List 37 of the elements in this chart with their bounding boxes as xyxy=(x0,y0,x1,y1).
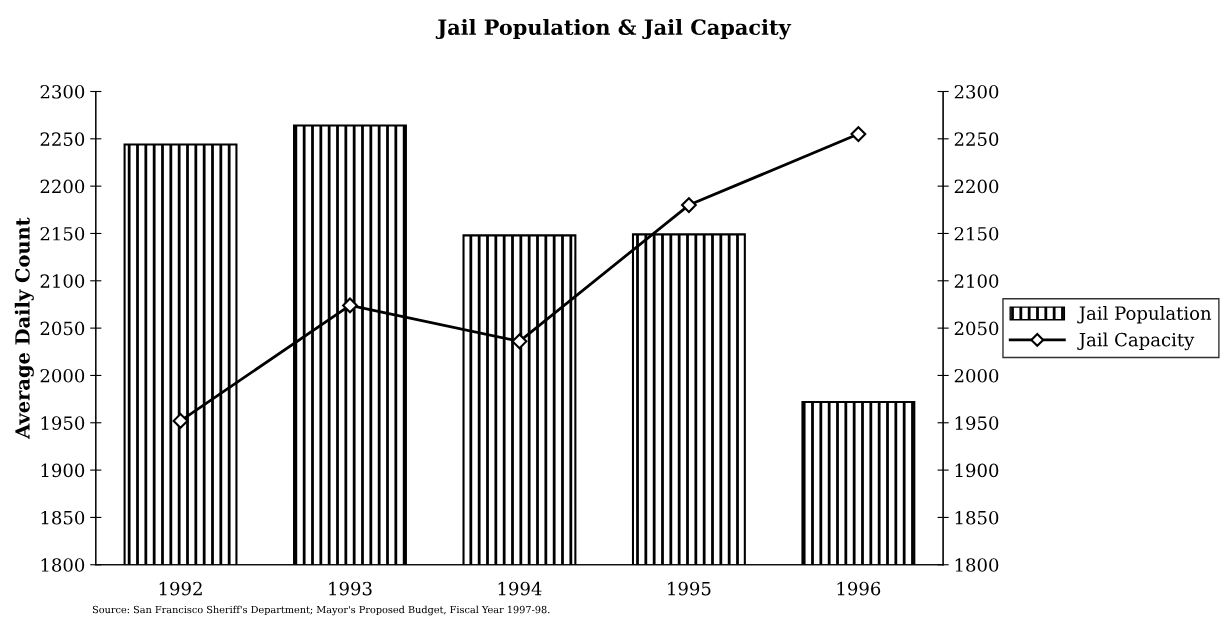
y-tick-label: 2300 xyxy=(40,84,85,99)
y-tick-label: 1900 xyxy=(41,463,85,478)
y-tick-label: 1850 xyxy=(41,510,85,525)
y-tick-label: 2150 xyxy=(40,226,85,241)
x-tick-label: 1994 xyxy=(498,581,542,596)
point xyxy=(850,126,867,142)
x-tick-label: 1993 xyxy=(329,581,372,596)
y2-tick-label: 1900 xyxy=(955,463,999,478)
chart-title: Jail Population & Jail Capacity xyxy=(435,18,792,40)
point xyxy=(342,297,358,314)
x-tick-label: 1992 xyxy=(159,581,202,596)
y2-tick-label: 1800 xyxy=(955,558,999,572)
y-tick-label: 2250 xyxy=(40,132,85,146)
legend-label: Jail Population xyxy=(1077,306,1212,324)
x-tick-label: 1995 xyxy=(668,581,711,596)
point xyxy=(680,197,697,213)
source-note: Source: San Francisco Sheriff's Department; Mayor's Proposed Budget, Fiscal Year 1997-98. xyxy=(92,605,550,616)
y2-tick-label: 2250 xyxy=(954,132,999,146)
point xyxy=(511,333,528,350)
point xyxy=(172,412,189,429)
y2-tick-label: 2150 xyxy=(954,226,999,241)
y2-tick-label: 1950 xyxy=(955,416,999,430)
y2-tick-label: 1850 xyxy=(955,510,999,525)
legend-label: Jail Capacity xyxy=(1077,332,1195,351)
y2-tick-label: 2050 xyxy=(954,321,999,336)
y-tick-label: 2050 xyxy=(40,321,85,336)
y2-tick-label: 2100 xyxy=(954,274,999,288)
y2-tick-label: 2300 xyxy=(954,84,999,99)
y-tick-label: 1800 xyxy=(41,558,85,572)
x-tick-label: 1996 xyxy=(837,581,881,596)
y-tick-label: 1950 xyxy=(41,416,85,430)
y2-tick-label: 2200 xyxy=(954,179,999,194)
y2-tick-label: 2000 xyxy=(954,368,999,383)
y-tick-label: 2200 xyxy=(40,179,85,194)
y-tick-label: 2000 xyxy=(40,368,85,383)
y-tick-label: 2100 xyxy=(40,274,85,288)
y-axis-title: Average Daily Count xyxy=(14,217,34,440)
